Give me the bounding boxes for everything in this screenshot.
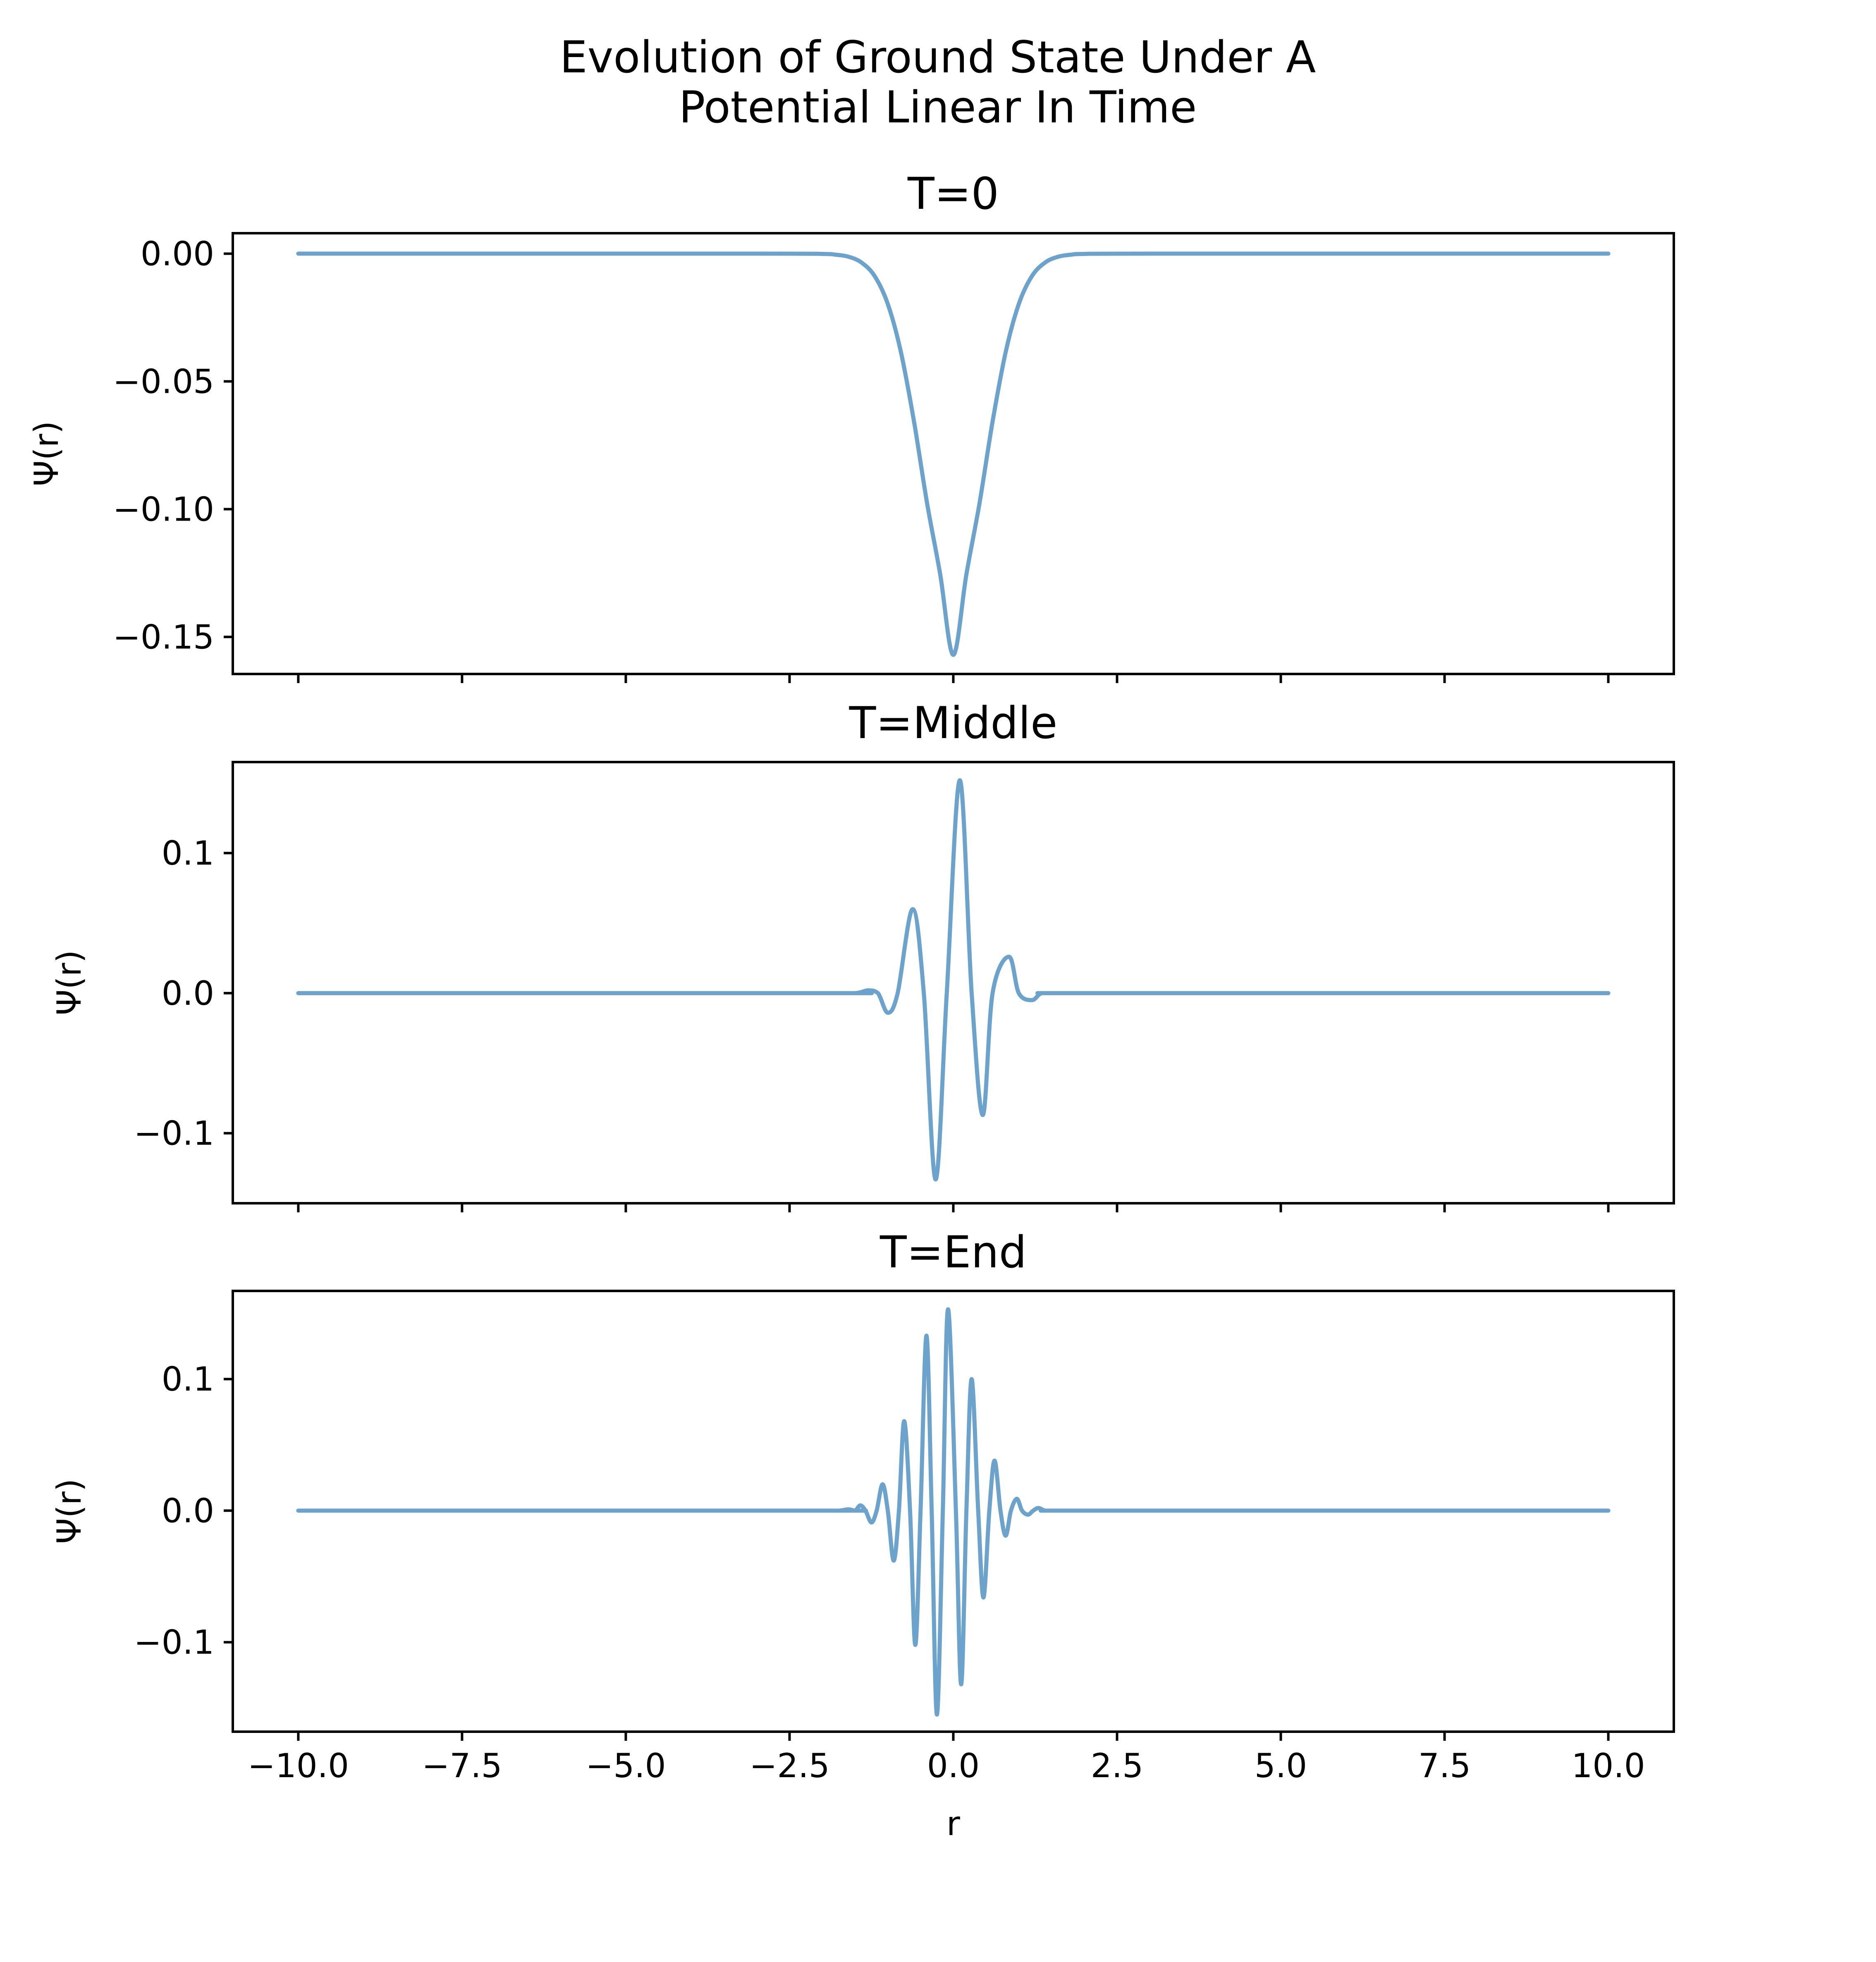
x-axis-label: r <box>946 1804 960 1843</box>
series-line-0 <box>296 778 1611 1182</box>
series-layer <box>296 1307 1611 1717</box>
y-tick-label: −0.10 <box>113 490 214 528</box>
x-tick-label: −7.5 <box>422 1747 502 1785</box>
x-tick-label: 10.0 <box>1572 1747 1645 1785</box>
y-tick-label: 0.1 <box>162 1360 214 1398</box>
y-tick-label: −0.05 <box>113 362 214 401</box>
x-tick-label: 0.0 <box>927 1747 980 1785</box>
x-tick-label: −10.0 <box>248 1747 349 1785</box>
y-axis-label: Ψ(r) <box>50 950 88 1015</box>
axes-frame <box>232 1290 1675 1733</box>
y-tick-label: −0.1 <box>134 1623 214 1662</box>
subplot-title: T=0 <box>907 168 999 219</box>
series-line-0 <box>296 251 1611 657</box>
y-axis-label: Ψ(r) <box>27 421 66 486</box>
subplot-t-end: T=End −10.0 −7.5 −5.0 −2.5 0.0 2.5 5.0 7.5 10.0 0… <box>50 1227 1675 1843</box>
y-axis-label: Ψ(r) <box>50 1479 88 1544</box>
x-tick-label: −2.5 <box>749 1747 829 1785</box>
y-tick-label: 0.0 <box>162 974 214 1013</box>
subplot-title: T=End <box>879 1227 1027 1278</box>
y-tick-label: 0.00 <box>141 234 214 273</box>
tick-layer: −10.0 −7.5 −5.0 −2.5 0.0 2.5 5.0 7.5 10.0 0.1 0.0 −… <box>134 1360 1645 1785</box>
y-tick-label: −0.1 <box>134 1114 214 1153</box>
subplot-t0: T=0 0.00 −0.05 −0.10 −0.15 Ψ(r) <box>27 168 1675 683</box>
axes-frame <box>232 761 1675 1204</box>
subplot-t-middle: T=Middle 0.1 0.0 −0.1 Ψ(r) <box>50 698 1675 1212</box>
tick-layer: 0.1 0.0 −0.1 <box>134 834 1610 1212</box>
axes-frame <box>232 232 1675 675</box>
x-tick-label: 7.5 <box>1418 1747 1471 1785</box>
series-line-0 <box>296 1307 1611 1717</box>
series-layer <box>296 251 1611 657</box>
figure-title-line-2: Potential Linear In Time <box>679 82 1197 133</box>
tick-layer: 0.00 −0.05 −0.10 −0.15 <box>113 234 1610 683</box>
x-tick-label: 2.5 <box>1091 1747 1143 1785</box>
y-tick-label: −0.15 <box>113 618 214 656</box>
series-layer <box>296 778 1611 1182</box>
figure-title-line-1: Evolution of Ground State Under A <box>560 32 1316 83</box>
x-tick-label: −5.0 <box>586 1747 666 1785</box>
subplot-title: T=Middle <box>849 698 1058 748</box>
y-tick-label: 0.1 <box>162 834 214 872</box>
x-tick-label: 5.0 <box>1255 1747 1307 1785</box>
y-tick-label: 0.0 <box>162 1491 214 1530</box>
